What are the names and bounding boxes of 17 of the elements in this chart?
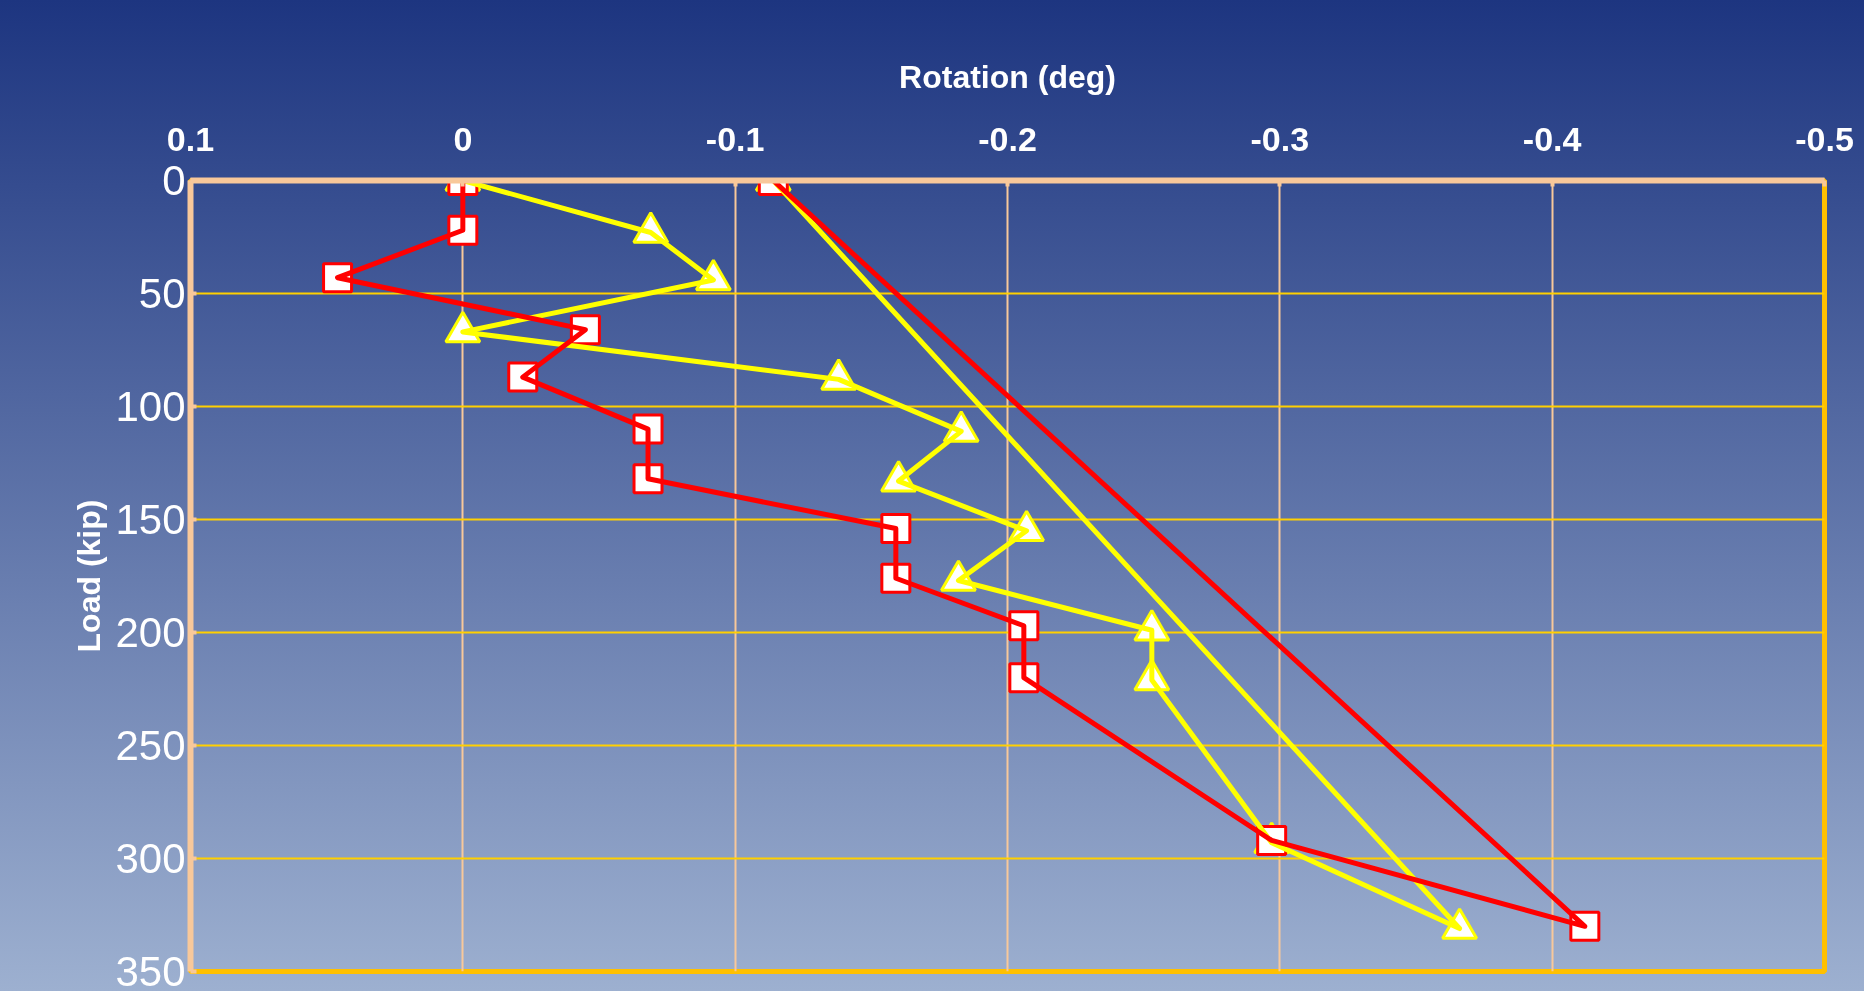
y-tick-label: 0: [162, 157, 186, 204]
y-tick-label: 150: [115, 496, 186, 543]
x-tick-label: -0.2: [978, 119, 1037, 158]
x-tick-label: -0.3: [1250, 119, 1310, 158]
x-axis-title: Rotation (deg): [899, 58, 1116, 95]
x-tick-label: 0.1: [166, 119, 215, 158]
y-axis-title: Load (kip): [71, 499, 108, 653]
x-tick-label: -0.1: [705, 119, 765, 158]
y-tick-label: 200: [115, 609, 186, 656]
y-tick-label: 300: [115, 835, 186, 882]
y-tick-label: 350: [115, 948, 186, 991]
y-tick-label: 250: [115, 722, 186, 769]
y-tick-label: 100: [115, 383, 186, 430]
x-tick-label: -0.4: [1522, 119, 1582, 158]
y-tick-label: 50: [138, 270, 186, 317]
x-tick-label: 0: [453, 119, 473, 158]
x-tick-label: -0.5: [1795, 119, 1854, 158]
